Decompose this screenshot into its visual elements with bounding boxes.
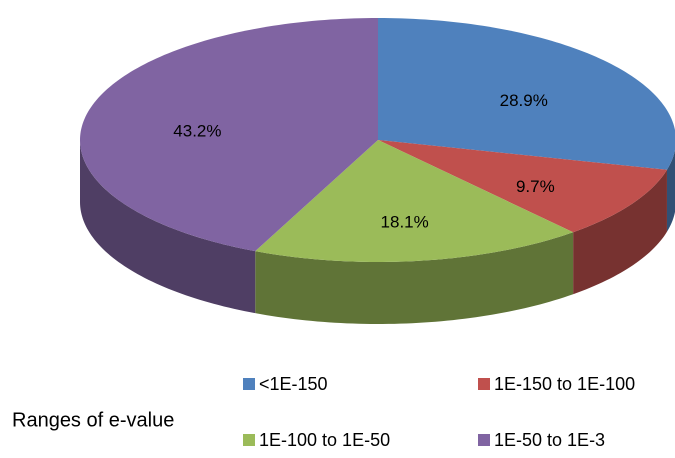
data-label: 18.1% [381, 212, 429, 231]
slice-top [378, 140, 667, 233]
slice-top [255, 140, 574, 262]
data-label: 9.7% [516, 177, 555, 196]
slice-top [80, 18, 378, 252]
slice-side [666, 149, 675, 232]
legend-label: 1E-100 to 1E-50 [259, 430, 390, 450]
legend-title: Ranges of e-value [12, 409, 174, 431]
data-label: 28.9% [500, 91, 548, 110]
legend-swatch [243, 378, 255, 390]
legend-swatch [478, 378, 490, 390]
legend-label: <1E-150 [259, 374, 328, 394]
slice [378, 140, 667, 295]
slice [80, 18, 378, 314]
data-label: 43.2% [173, 122, 221, 141]
slice [255, 140, 574, 324]
slice-top [378, 18, 675, 170]
slice-side [255, 232, 574, 324]
legend-label: 1E-50 to 1E-3 [494, 430, 605, 450]
legend-swatch [478, 434, 490, 446]
slice-side [573, 169, 667, 295]
legend-swatch [243, 434, 255, 446]
legend-label: 1E-150 to 1E-100 [494, 374, 635, 394]
slice [378, 18, 675, 232]
slice-side [80, 140, 256, 314]
